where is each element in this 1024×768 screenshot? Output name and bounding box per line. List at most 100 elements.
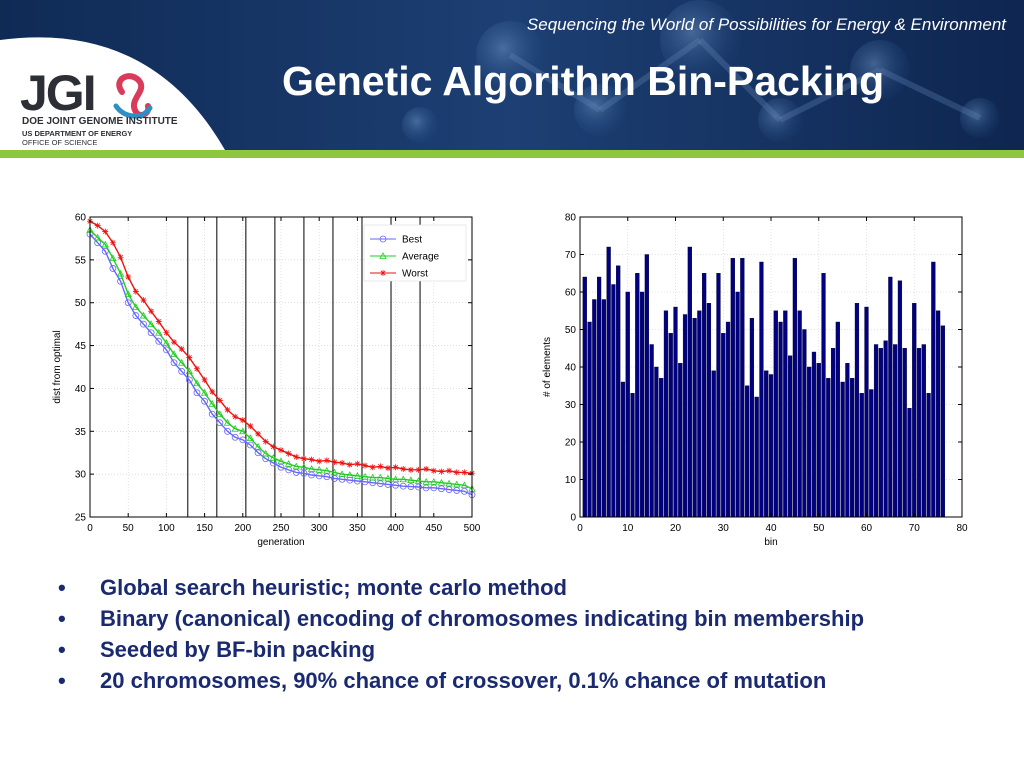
data-point-average <box>407 476 415 484</box>
data-point-average <box>262 449 270 457</box>
logo-backdrop <box>0 37 225 151</box>
data-point-worst <box>430 467 437 474</box>
bar <box>854 303 860 518</box>
legend-marker-best <box>379 235 387 243</box>
x-tick-label: 80 <box>956 523 968 534</box>
bar <box>864 306 869 518</box>
data-point-best <box>155 337 163 345</box>
bar <box>807 366 812 518</box>
bar <box>816 363 821 518</box>
data-point-worst <box>247 423 254 430</box>
bar <box>682 314 688 518</box>
x-tick-label: 100 <box>158 523 175 534</box>
data-point-best <box>124 299 132 307</box>
data-point-best <box>178 367 186 375</box>
data-point-worst <box>178 346 185 352</box>
bar <box>773 310 778 518</box>
data-point-average <box>445 479 453 487</box>
data-point-best <box>315 472 323 480</box>
bar <box>811 351 817 518</box>
logo-line-3: OFFICE OF SCIENCE <box>22 138 98 147</box>
legend-label-worst: Worst <box>402 269 428 280</box>
series-line-best <box>89 233 473 496</box>
data-point-best <box>422 484 430 492</box>
data-point-average <box>284 460 293 467</box>
data-point-best <box>292 469 300 476</box>
bar <box>745 385 750 518</box>
data-point-best <box>193 389 201 397</box>
bullet-dot-icon: • <box>58 637 66 662</box>
data-point-worst <box>407 466 414 473</box>
bullet-list: • Global search heuristic; monte carlo me… <box>58 575 958 699</box>
data-point-worst <box>293 454 300 460</box>
data-point-worst <box>201 376 208 383</box>
data-point-worst <box>285 450 292 457</box>
x-tick-label: 350 <box>349 523 366 534</box>
bar <box>725 321 731 518</box>
bar <box>616 265 621 518</box>
bar <box>936 310 941 518</box>
data-point-average <box>170 350 178 358</box>
data-point-worst <box>461 469 468 476</box>
y-tick-label: 50 <box>565 325 577 336</box>
data-point-best <box>254 449 262 457</box>
x-tick-label: 60 <box>861 523 873 534</box>
x-tick-label: 0 <box>87 523 93 534</box>
logo-line-1: DOE JOINT GENOME INSTITUTE <box>22 116 178 127</box>
x-tick-label: 50 <box>813 523 825 534</box>
data-point-worst <box>384 465 391 472</box>
data-point-best <box>201 397 209 405</box>
data-point-average <box>155 328 163 336</box>
bar <box>639 291 645 518</box>
data-point-best <box>109 265 117 272</box>
bin-bar-chart: 0 10 20 30 40 50 60 70 80 0 10 20 30 40 50 60 70 80 bin # o… <box>530 205 980 560</box>
data-point-worst <box>224 406 231 413</box>
data-point-worst <box>354 460 361 467</box>
data-point-worst <box>117 254 124 261</box>
data-point-average <box>93 233 102 241</box>
bar <box>907 408 912 518</box>
data-point-best <box>277 463 285 471</box>
data-point-best <box>101 247 109 255</box>
fitness-line-chart-svg: 0 50 100 150 200 250 300 350 400 450 500 25 30 35 40 45… <box>52 213 481 549</box>
bar <box>878 348 883 518</box>
data-point-worst <box>209 388 216 395</box>
bar <box>663 310 669 518</box>
data-point-average <box>162 339 171 346</box>
data-point-average <box>231 424 239 432</box>
bar <box>678 363 683 518</box>
data-point-best <box>163 346 170 354</box>
data-point-best <box>438 485 445 493</box>
data-point-average <box>399 475 407 483</box>
y-tick-label: 45 <box>75 341 87 352</box>
data-point-average <box>246 434 255 442</box>
data-point-worst <box>148 308 155 315</box>
data-point-worst <box>239 417 246 424</box>
bar <box>859 393 864 518</box>
header-background <box>0 0 1024 158</box>
data-point-best <box>392 481 400 489</box>
bar <box>721 333 726 518</box>
bar <box>768 374 774 518</box>
data-point-worst <box>163 329 170 336</box>
data-point-best <box>460 487 468 495</box>
legend-label-average: Average <box>402 252 440 263</box>
bar <box>659 378 664 518</box>
data-point-average <box>307 465 316 472</box>
bar <box>926 393 931 518</box>
fitness-line-chart: 0 50 100 150 200 250 300 350 400 450 500 25 30 35 40 45… <box>40 205 490 560</box>
data-point-worst <box>453 469 460 476</box>
bar <box>821 273 826 518</box>
bullet-dot-icon: • <box>58 606 66 631</box>
accent-stripe <box>0 150 1024 158</box>
data-point-average <box>124 290 132 298</box>
bar <box>893 344 898 518</box>
data-point-best <box>384 481 392 488</box>
bar <box>802 329 807 518</box>
data-point-worst <box>339 460 346 466</box>
y-tick-label: 20 <box>565 438 577 449</box>
x-axis-label: generation <box>257 537 304 548</box>
data-point-average <box>453 480 461 488</box>
bar <box>649 344 654 518</box>
data-point-worst <box>193 365 200 372</box>
